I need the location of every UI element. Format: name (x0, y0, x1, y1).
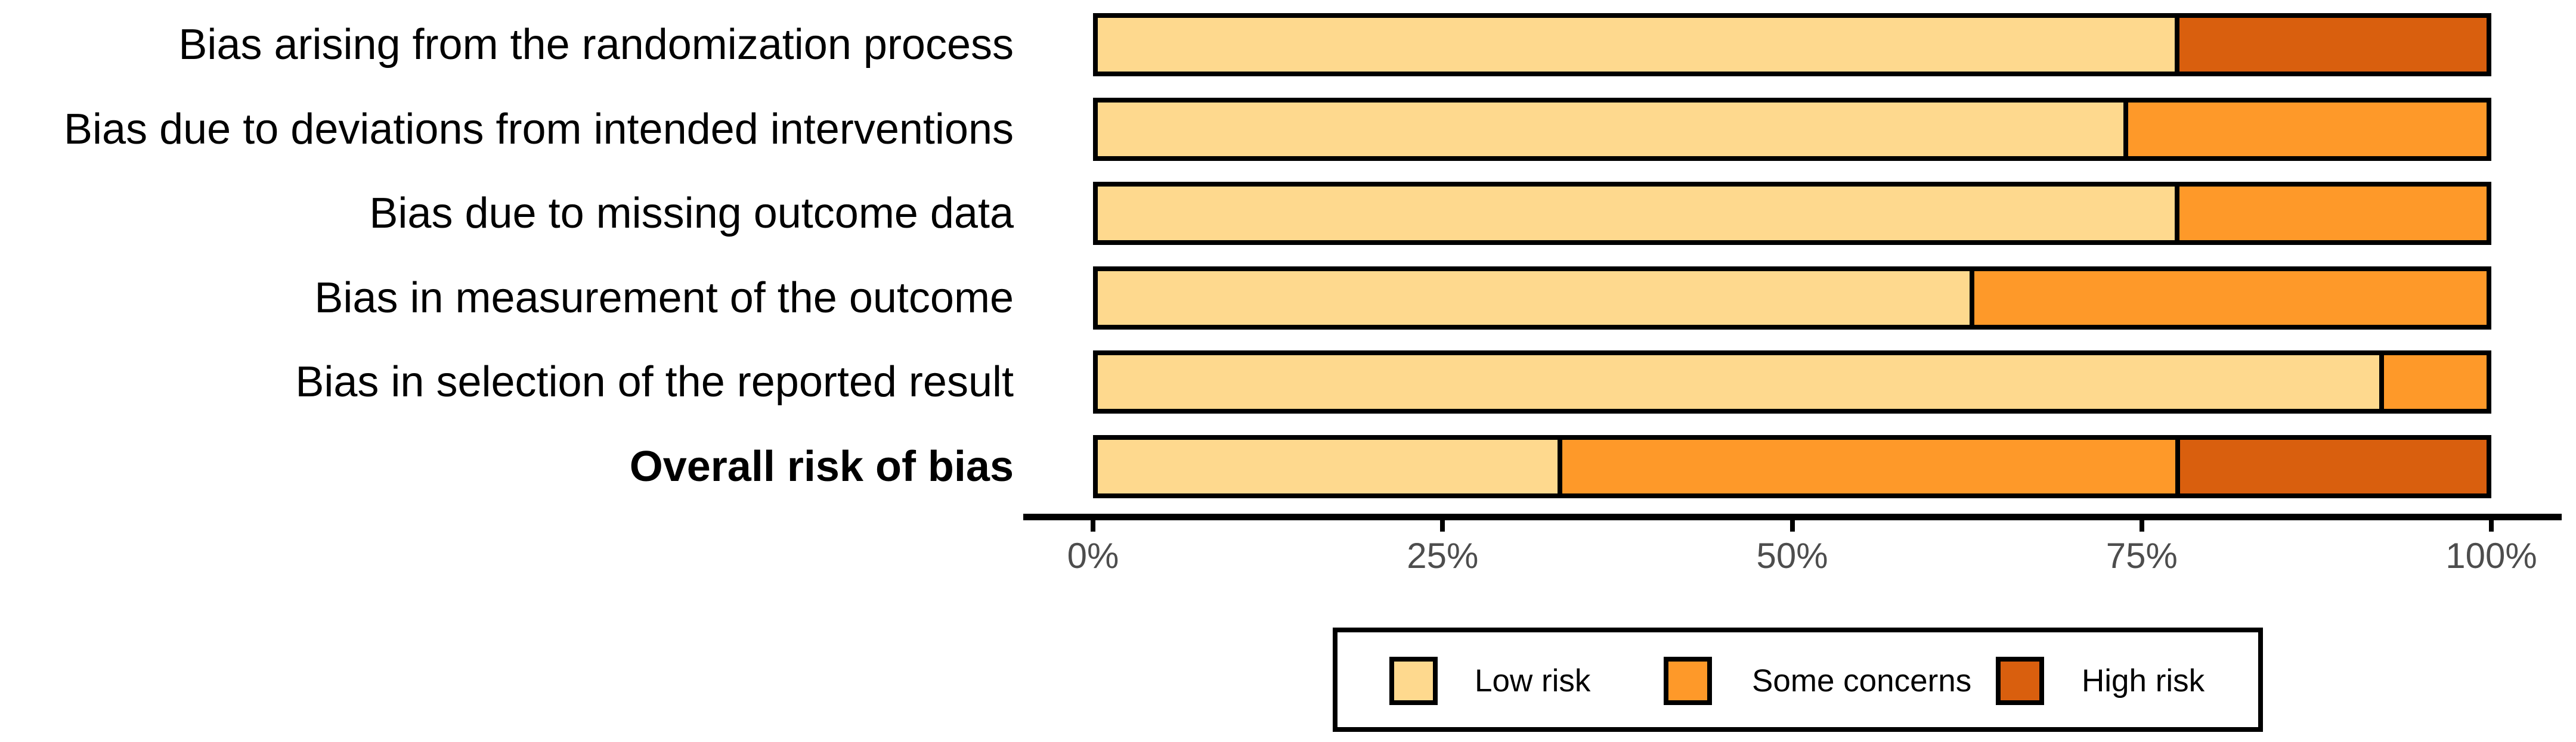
x-axis-tick-label: 0% (1067, 536, 1119, 576)
bar-segment-some-concerns (2128, 102, 2487, 156)
bar-segment-low-risk (1098, 18, 2175, 72)
bar-segment-some-concerns (1562, 439, 2175, 493)
bar-segment-low-risk (1098, 102, 2123, 156)
legend: Low risk Some concerns High risk (1333, 628, 2263, 732)
x-axis-tick-label: 100% (2445, 536, 2537, 576)
stacked-bar (1093, 434, 2491, 498)
bar-segment-low-risk (1098, 271, 1970, 325)
bar-segment-high-risk (2179, 18, 2487, 72)
legend-swatch-some-concerns (1664, 657, 1712, 705)
category-label: Bias due to deviations from intended int… (64, 105, 1014, 153)
legend-label: Low risk (1475, 663, 1591, 698)
category-label: Bias arising from the randomization proc… (178, 21, 1014, 69)
bar-segment-some-concerns (1974, 271, 2487, 325)
category-label: Bias due to missing outcome data (369, 190, 1014, 237)
x-axis-tick (2139, 519, 2144, 532)
x-axis-tick (1091, 519, 1095, 532)
x-axis-tick-label: 75% (2106, 536, 2178, 576)
legend-label: High risk (2082, 663, 2205, 698)
x-axis-tick-label: 25% (1407, 536, 1479, 576)
bar-segment-some-concerns (2179, 187, 2487, 240)
x-axis-tick-label: 50% (1756, 536, 1828, 576)
stacked-bar (1093, 182, 2491, 245)
category-label: Bias in selection of the reported result (295, 358, 1014, 406)
category-label: Bias in measurement of the outcome (314, 274, 1014, 322)
x-axis-tick (1789, 519, 1795, 532)
bar-segment-low-risk (1098, 439, 1558, 493)
legend-swatch-high-risk (1996, 657, 2044, 705)
bar-segment-low-risk (1098, 187, 2175, 240)
category-label: Overall risk of bias (629, 442, 1014, 490)
x-axis-tick (1440, 519, 1445, 532)
x-axis-tick (2489, 519, 2494, 532)
bar-segment-some-concerns (2384, 355, 2487, 409)
legend-swatch-low-risk (1389, 657, 1438, 705)
stacked-bar (1093, 350, 2491, 414)
bar-segment-low-risk (1098, 355, 2380, 409)
bar-segment-high-risk (2180, 439, 2487, 493)
legend-label: Some concerns (1752, 663, 1972, 698)
stacked-bar (1093, 266, 2491, 330)
x-axis-line (1023, 514, 2562, 520)
stacked-bar (1093, 97, 2491, 161)
stacked-bar (1093, 13, 2491, 76)
